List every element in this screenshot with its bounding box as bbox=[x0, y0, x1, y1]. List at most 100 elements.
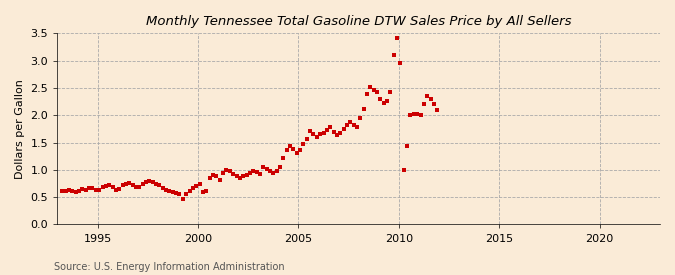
Point bbox=[57, 189, 68, 193]
Point bbox=[392, 35, 402, 40]
Point bbox=[372, 90, 383, 95]
Point bbox=[254, 172, 265, 176]
Point bbox=[194, 182, 205, 186]
Point bbox=[271, 169, 282, 173]
Point bbox=[221, 168, 232, 173]
Point bbox=[107, 185, 118, 189]
Point bbox=[338, 127, 349, 131]
Point bbox=[422, 94, 433, 98]
Point bbox=[111, 187, 122, 192]
Point bbox=[208, 173, 219, 178]
Point bbox=[352, 125, 362, 130]
Point bbox=[388, 53, 399, 57]
Point bbox=[385, 90, 396, 95]
Point bbox=[147, 180, 158, 184]
Point bbox=[415, 113, 426, 117]
Point bbox=[167, 189, 178, 194]
Point bbox=[345, 120, 356, 124]
Point bbox=[412, 112, 423, 116]
Point bbox=[101, 184, 111, 188]
Point bbox=[63, 188, 74, 192]
Point bbox=[80, 187, 91, 192]
Point bbox=[74, 188, 84, 193]
Point bbox=[328, 130, 339, 134]
Point bbox=[238, 174, 248, 179]
Point bbox=[77, 187, 88, 191]
Point bbox=[121, 181, 132, 186]
Point bbox=[258, 165, 269, 169]
Point bbox=[164, 189, 175, 193]
Point bbox=[70, 189, 81, 194]
Point bbox=[134, 185, 144, 189]
Point bbox=[362, 92, 373, 97]
Point bbox=[224, 169, 235, 174]
Point bbox=[124, 181, 134, 185]
Point bbox=[174, 192, 185, 197]
Title: Monthly Tennessee Total Gasoline DTW Sales Price by All Sellers: Monthly Tennessee Total Gasoline DTW Sal… bbox=[146, 15, 572, 28]
Point bbox=[157, 186, 168, 191]
Point bbox=[137, 181, 148, 186]
Point bbox=[405, 113, 416, 117]
Point bbox=[214, 177, 225, 182]
Point bbox=[268, 170, 279, 175]
Point bbox=[342, 122, 352, 127]
Text: Source: U.S. Energy Information Administration: Source: U.S. Energy Information Administ… bbox=[54, 262, 285, 272]
Point bbox=[408, 111, 419, 116]
Point bbox=[234, 175, 245, 180]
Point bbox=[154, 183, 165, 187]
Point bbox=[311, 135, 322, 139]
Point bbox=[94, 188, 105, 192]
Point bbox=[184, 189, 195, 193]
Point bbox=[171, 191, 182, 196]
Point bbox=[97, 185, 108, 189]
Point bbox=[131, 185, 142, 189]
Point bbox=[294, 148, 305, 152]
Point bbox=[315, 132, 325, 137]
Point bbox=[211, 174, 222, 179]
Point bbox=[198, 189, 209, 194]
Point bbox=[114, 187, 125, 191]
Point bbox=[128, 182, 138, 187]
Point bbox=[261, 167, 272, 171]
Point bbox=[302, 136, 313, 141]
Point bbox=[398, 168, 409, 172]
Point bbox=[117, 182, 128, 187]
Point bbox=[348, 122, 359, 127]
Point bbox=[244, 171, 255, 175]
Point bbox=[304, 128, 315, 133]
Point bbox=[331, 133, 342, 138]
Point bbox=[335, 131, 346, 135]
Point bbox=[67, 189, 78, 193]
Point bbox=[355, 116, 366, 120]
Point bbox=[241, 173, 252, 177]
Point bbox=[429, 102, 439, 106]
Point bbox=[365, 85, 376, 89]
Point bbox=[318, 131, 329, 135]
Point bbox=[395, 61, 406, 65]
Point bbox=[60, 188, 71, 193]
Point bbox=[191, 184, 202, 188]
Point bbox=[379, 101, 389, 105]
Point bbox=[265, 169, 275, 174]
Point bbox=[151, 182, 161, 186]
Point bbox=[418, 102, 429, 106]
Point bbox=[369, 87, 379, 92]
Point bbox=[425, 97, 436, 101]
Point bbox=[87, 186, 98, 191]
Point bbox=[432, 108, 443, 112]
Y-axis label: Dollars per Gallon: Dollars per Gallon bbox=[15, 79, 25, 179]
Point bbox=[281, 147, 292, 152]
Point bbox=[188, 186, 198, 191]
Point bbox=[227, 172, 238, 176]
Point bbox=[205, 176, 215, 180]
Point bbox=[181, 192, 192, 196]
Point bbox=[375, 97, 386, 101]
Point bbox=[161, 188, 171, 192]
Point bbox=[84, 186, 95, 190]
Point bbox=[231, 174, 242, 179]
Point bbox=[321, 128, 332, 132]
Point bbox=[90, 187, 101, 192]
Point bbox=[178, 197, 188, 201]
Point bbox=[140, 180, 151, 184]
Point bbox=[358, 106, 369, 111]
